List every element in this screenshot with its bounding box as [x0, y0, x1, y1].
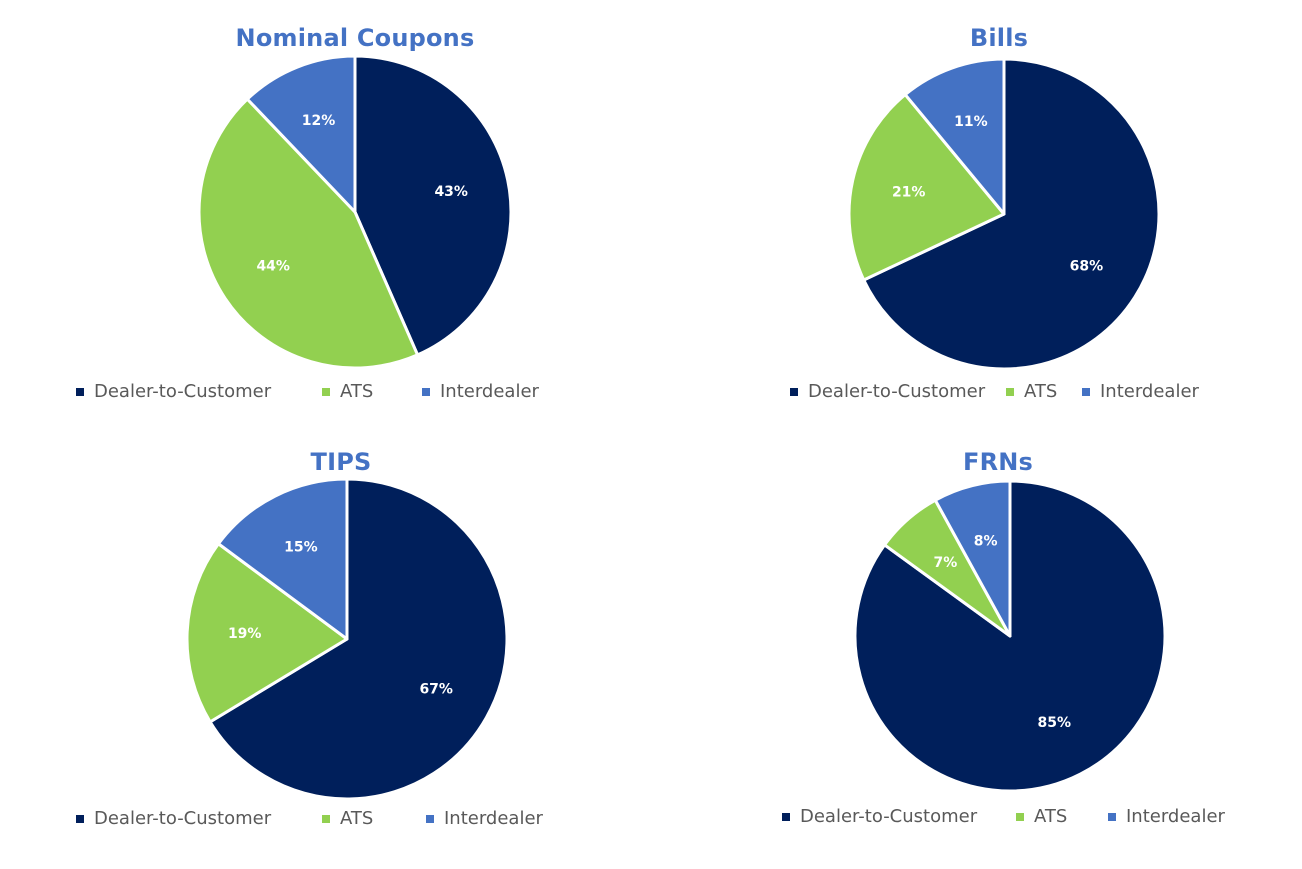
legend-label: Interdealer: [440, 381, 539, 402]
legend-item-ats: ATS: [1006, 381, 1082, 402]
pie-svg: 85% 7% 8%: [853, 479, 1167, 793]
legend-item-ats: ATS: [1016, 806, 1108, 827]
data-label: 43%: [434, 184, 468, 200]
pie-svg: 68% 21% 11%: [847, 57, 1161, 371]
data-label: 7%: [934, 555, 958, 571]
pie-slice-interdealer: [903, 57, 1006, 216]
chart-title: Bills: [969, 24, 1029, 52]
legend-label: ATS: [1034, 806, 1068, 827]
pie-slice-dealer-to-customer: [862, 57, 1161, 371]
legend-label: Dealer-to-Customer: [800, 806, 978, 827]
legend-swatch-ats: [1006, 387, 1014, 396]
chart-title: TIPS: [310, 448, 372, 476]
legend-item-dealer-to-customer: Dealer-to-Customer: [790, 381, 1006, 402]
data-label: 67%: [419, 681, 453, 697]
legend-swatch-interdealer: [1108, 812, 1116, 821]
legend-item-dealer-to-customer: Dealer-to-Customer: [76, 381, 322, 402]
legend-swatch-ats: [322, 387, 330, 396]
legend-label: ATS: [340, 381, 374, 402]
data-label: 85%: [1038, 715, 1072, 731]
pie-slice-interdealer: [216, 477, 349, 641]
legend-swatch-interdealer: [426, 814, 434, 823]
legend-label: Dealer-to-Customer: [808, 381, 986, 402]
legend-item-ats: ATS: [322, 381, 422, 402]
legend-swatch-dealer-to-customer: [782, 812, 790, 821]
legend-label: Interdealer: [1126, 806, 1225, 827]
data-label: 11%: [954, 114, 988, 130]
legend-label: ATS: [340, 808, 374, 829]
pie-chart-nominal-coupons: Nominal Coupons 43% 44% 12% Dealer-to-Cust…: [0, 0, 651, 434]
chart-legend: Dealer-to-Customer ATS Interdealer: [76, 808, 543, 829]
legend-swatch-dealer-to-customer: [76, 387, 84, 396]
legend-label: ATS: [1024, 381, 1058, 402]
chart-legend: Dealer-to-Customer ATS Interdealer: [790, 381, 1199, 402]
legend-label: Dealer-to-Customer: [94, 381, 272, 402]
data-label: 68%: [1070, 258, 1104, 274]
legend-item-ats: ATS: [322, 808, 426, 829]
pie-slice-ats: [847, 93, 1006, 282]
chart-title: FRNs: [962, 448, 1034, 476]
chart-title: Nominal Coupons: [235, 24, 475, 52]
legend-swatch-ats: [322, 814, 330, 823]
legend-swatch-ats: [1016, 812, 1024, 821]
data-label: 15%: [284, 540, 318, 556]
legend-item-interdealer: Interdealer: [422, 381, 539, 402]
data-label: 21%: [892, 185, 926, 201]
pie-chart-frns: FRNs 85% 7% 8% Dealer-to-Customer ATS Inte…: [651, 434, 1302, 869]
data-label: 19%: [228, 626, 262, 642]
legend-label: Dealer-to-Customer: [94, 808, 272, 829]
legend-swatch-interdealer: [422, 387, 430, 396]
pie-chart-tips: TIPS 67% 19% 15% Dealer-to-Customer ATS In…: [0, 434, 651, 869]
pie-slice-dealer-to-customer: [353, 54, 513, 357]
legend-item-interdealer: Interdealer: [1082, 381, 1199, 402]
pie-slice-interdealer: [933, 479, 1012, 638]
legend-swatch-dealer-to-customer: [790, 387, 798, 396]
data-label: 44%: [256, 258, 290, 274]
legend-item-interdealer: Interdealer: [426, 808, 543, 829]
pie-slice-ats: [185, 542, 349, 724]
data-label: 8%: [974, 533, 998, 549]
data-label: 12%: [302, 113, 336, 129]
legend-label: Interdealer: [444, 808, 543, 829]
legend-item-dealer-to-customer: Dealer-to-Customer: [76, 808, 322, 829]
pie-svg: 43% 44% 12%: [197, 54, 513, 370]
legend-swatch-interdealer: [1082, 387, 1090, 396]
pie-chart-bills: Bills 68% 21% 11% Dealer-to-Customer ATS I…: [651, 0, 1302, 434]
chart-legend: Dealer-to-Customer ATS Interdealer: [782, 806, 1225, 827]
legend-item-interdealer: Interdealer: [1108, 806, 1225, 827]
pie-slice-ats: [197, 97, 420, 370]
pie-slice-dealer-to-customer: [208, 477, 509, 801]
pie-slice-interdealer: [245, 54, 357, 214]
chart-legend: Dealer-to-Customer ATS Interdealer: [76, 381, 539, 402]
legend-swatch-dealer-to-customer: [76, 814, 84, 823]
legend-item-dealer-to-customer: Dealer-to-Customer: [782, 806, 1016, 827]
pie-svg: 67% 19% 15%: [185, 477, 509, 801]
legend-label: Interdealer: [1100, 381, 1199, 402]
